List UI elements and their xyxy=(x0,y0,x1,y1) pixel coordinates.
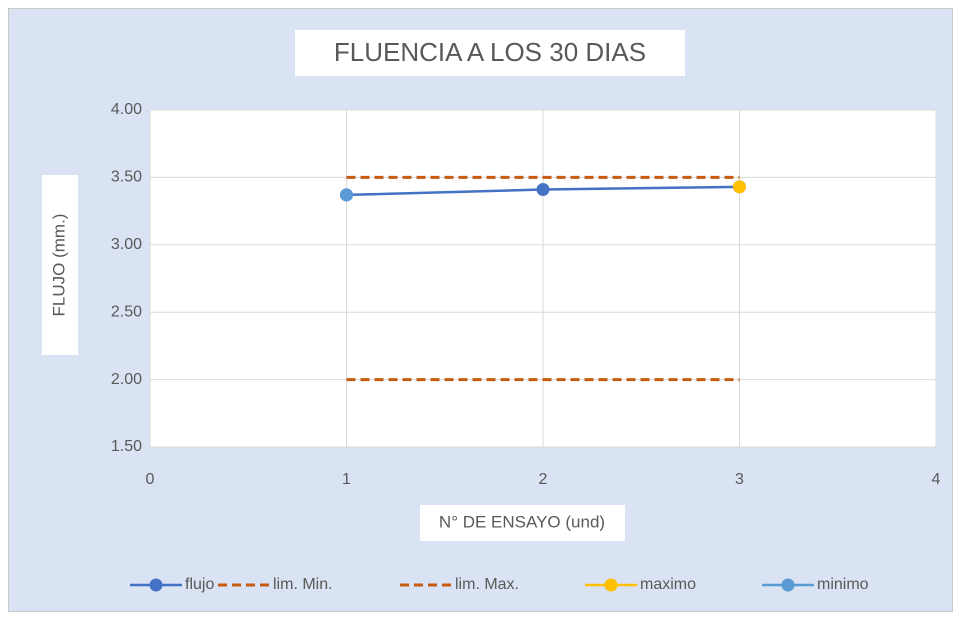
y-tick-label: 1.50 xyxy=(111,438,142,455)
y-tick-label: 2.00 xyxy=(111,371,142,388)
x-tick-label: 3 xyxy=(735,471,744,488)
legend-label: maximo xyxy=(640,576,696,593)
legend-marker xyxy=(149,578,163,592)
chart-title: FLUENCIA A LOS 30 DIAS xyxy=(334,37,646,67)
legend-marker xyxy=(781,578,795,592)
legend-label: flujo xyxy=(185,576,214,593)
x-tick-label: 2 xyxy=(539,471,548,488)
x-label-box xyxy=(420,505,625,541)
legend-marker xyxy=(604,578,618,592)
y-tick-label: 3.00 xyxy=(111,236,142,253)
x-axis-label: N° DE ENSAYO (und) xyxy=(439,512,605,531)
x-tick-label: 1 xyxy=(342,471,351,488)
legend-label: lim. Max. xyxy=(455,576,519,593)
y-label-box xyxy=(42,175,78,355)
legend-label: lim. Min. xyxy=(273,576,333,593)
data-point xyxy=(536,183,550,197)
data-point xyxy=(340,188,353,202)
data-point xyxy=(733,180,746,194)
legend-label: minimo xyxy=(817,576,869,593)
y-tick-label: 3.50 xyxy=(111,169,142,186)
x-tick-label: 4 xyxy=(932,471,941,488)
title-box xyxy=(295,30,685,76)
x-tick-label: 0 xyxy=(146,471,155,488)
y-axis-label: FLUJO (mm.) xyxy=(49,214,68,317)
y-tick-label: 4.00 xyxy=(111,101,142,118)
y-tick-label: 2.50 xyxy=(111,303,142,320)
